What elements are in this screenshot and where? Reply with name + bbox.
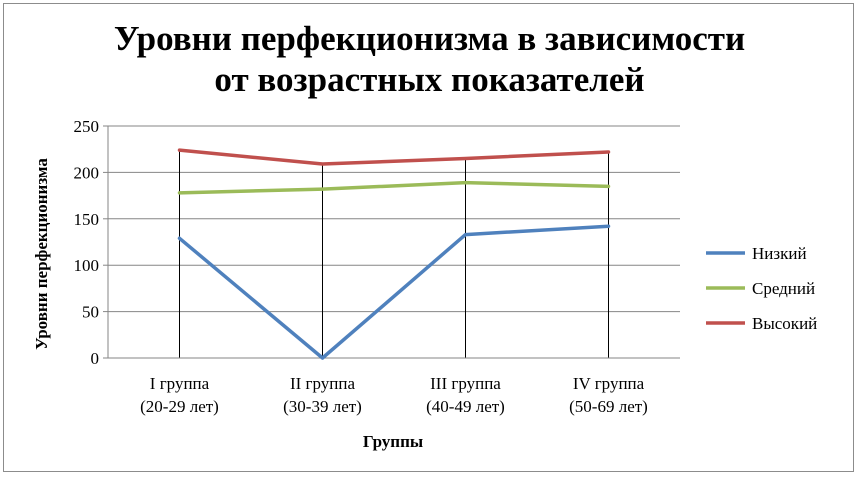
y-tick-label: 0 (91, 349, 100, 368)
x-tick-label: (40-49 лет) (426, 397, 505, 416)
chart-frame (3, 3, 854, 472)
series-line-2 (177, 180, 611, 195)
legend: Низкий Средний Высокий (706, 244, 817, 333)
y-tick-labels: 0 50 100 150 200 250 (74, 117, 100, 368)
axes (107, 126, 680, 359)
series-line-1 (177, 224, 611, 360)
drop-lines (179, 150, 609, 358)
y-tick-label: 250 (74, 117, 100, 136)
y-axis-title: Уровни перфекционизма (32, 158, 51, 350)
series-lines (177, 148, 611, 360)
y-tick-label: 150 (74, 210, 100, 229)
legend-label: Низкий (752, 244, 807, 263)
chart-title-line-2: от возрастных показателей (214, 60, 645, 99)
legend-label: Высокий (752, 314, 817, 333)
x-axis-title: Группы (363, 432, 423, 451)
x-tick-label: (50-69 лет) (569, 397, 648, 416)
x-tick-label: II группа (290, 374, 356, 393)
legend-label: Средний (752, 279, 815, 298)
y-tick-label: 100 (74, 256, 100, 275)
series-line-3 (177, 148, 611, 166)
x-tick-label: I группа (150, 374, 210, 393)
x-tick-label: (20-29 лет) (140, 397, 219, 416)
chart-title-line-1: Уровни перфекционизма в зависимости (113, 19, 746, 58)
chart-title: Уровни перфекционизма в зависимости от в… (0, 18, 859, 100)
x-tick-label: IV группа (573, 374, 645, 393)
gridlines (103, 125, 680, 359)
x-tick-label: III группа (430, 374, 501, 393)
x-tick-labels: I группа (20-29 лет) II группа (30-39 лет) I… (140, 374, 648, 416)
y-tick-label: 50 (82, 303, 99, 322)
y-tick-label: 200 (74, 163, 100, 182)
x-tick-label: (30-39 лет) (283, 397, 362, 416)
